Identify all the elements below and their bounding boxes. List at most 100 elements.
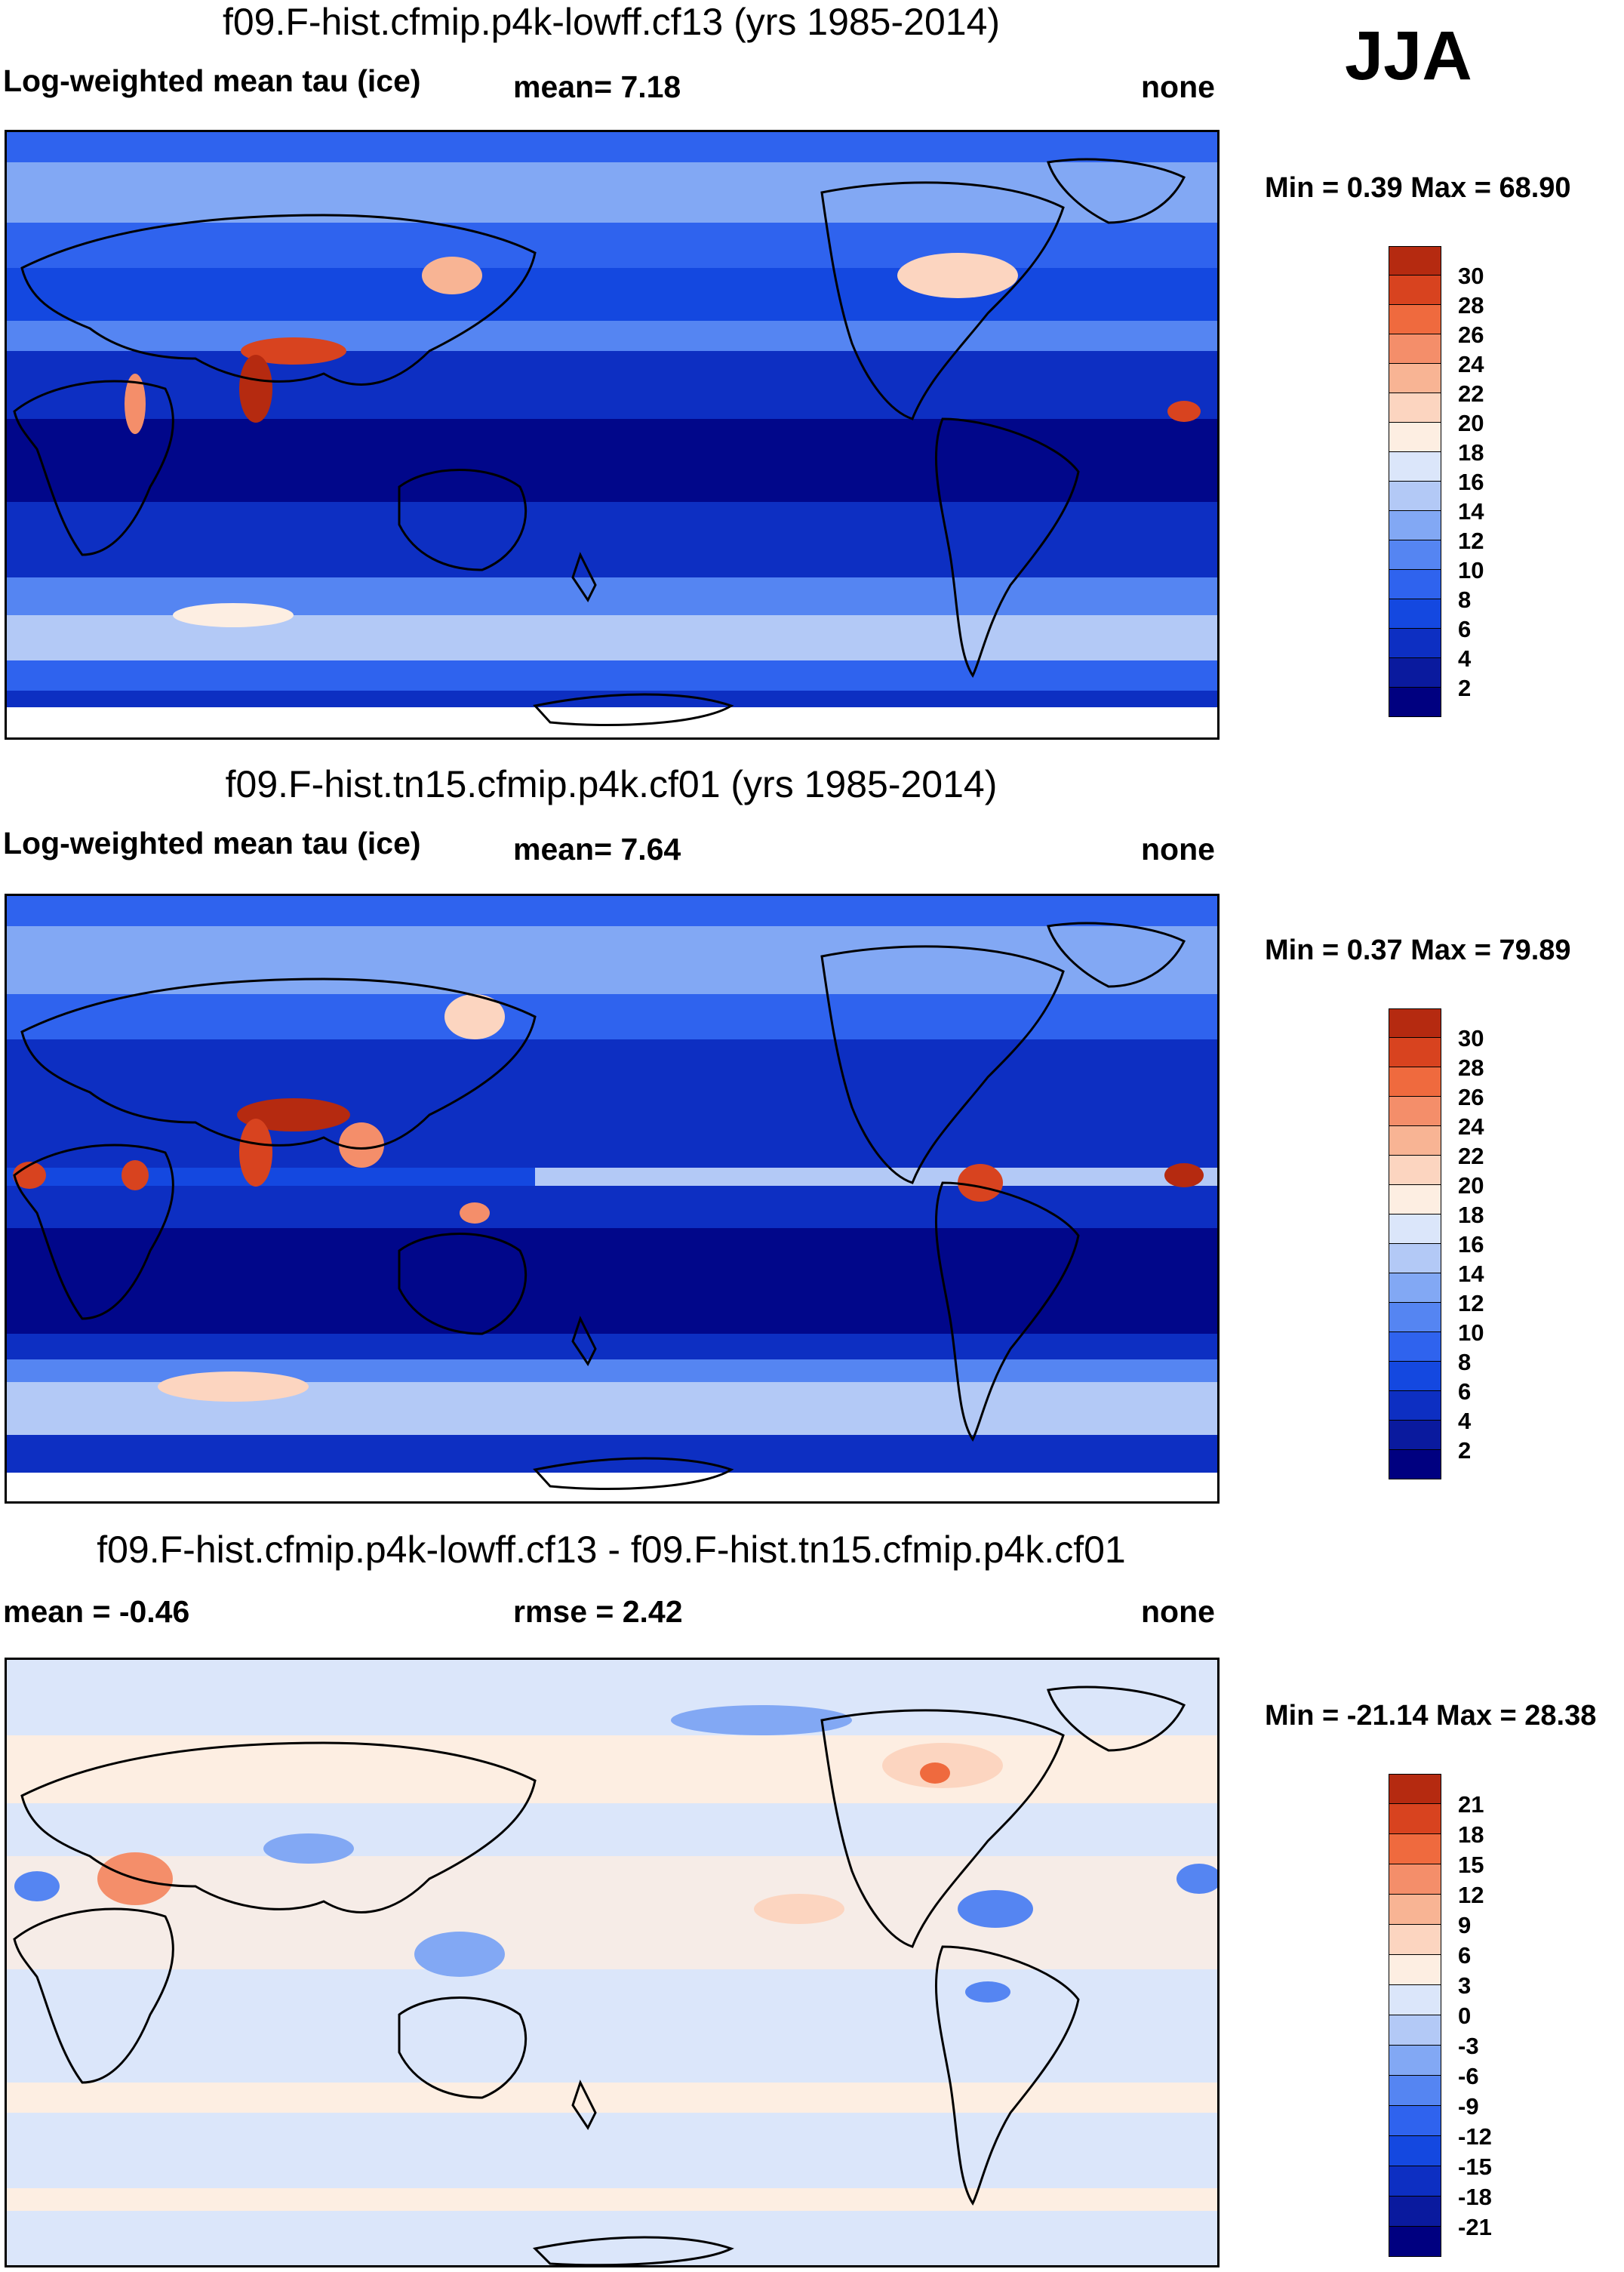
map-fill	[7, 419, 1217, 502]
colorbar-swatch	[1389, 1421, 1441, 1450]
colorbar-swatch	[1389, 482, 1441, 511]
colorbar-tick-label: 15	[1458, 1852, 1484, 1878]
map-fill	[7, 321, 1217, 351]
colorbar-swatch	[1389, 1391, 1441, 1421]
colorbar-swatch	[1389, 2106, 1441, 2136]
colorbar-swatch	[1389, 1804, 1441, 1834]
coastline	[571, 1316, 597, 1366]
colorbar-tick-label: 21	[1458, 1791, 1484, 1818]
map-fill	[158, 1372, 309, 1402]
colorbar-swatch	[1389, 1985, 1441, 2015]
map-fill	[239, 355, 272, 423]
map-fill	[7, 926, 1217, 994]
colorbar-tick-label: -9	[1458, 2093, 1479, 2120]
colorbar-tick-label: 22	[1458, 1143, 1484, 1169]
panel-3-map-svg	[7, 1660, 1217, 2265]
colorbar-swatch	[1389, 570, 1441, 599]
colorbar-swatch	[1389, 1244, 1441, 1273]
colorbar-tick-label: 30	[1458, 1025, 1484, 1051]
colorbar-tick-label: -18	[1458, 2184, 1492, 2210]
colorbar-tick-label: 16	[1458, 1231, 1484, 1258]
map-fill	[7, 2083, 1217, 2113]
colorbar-swatch	[1389, 1332, 1441, 1362]
colorbar-swatch	[1389, 276, 1441, 305]
colorbar-swatch	[1389, 2227, 1441, 2257]
colorbar-swatch	[1389, 2015, 1441, 2046]
panel-3-minmax: Min = -21.14 Max = 28.38	[1265, 1700, 1597, 1732]
map-fill	[460, 1202, 490, 1224]
colorbar-swatch	[1389, 1955, 1441, 1985]
map-fill	[671, 1705, 852, 1735]
coastline	[398, 1233, 527, 1335]
colorbar-tick-label: 2	[1458, 1437, 1472, 1464]
colorbar-swatch	[1389, 2197, 1441, 2227]
colorbar-swatch	[1389, 629, 1441, 658]
map-fill	[237, 1098, 350, 1131]
map-fill	[965, 1981, 1010, 2003]
colorbar-tick-label: 24	[1458, 1113, 1484, 1140]
coastlines	[13, 158, 1186, 726]
colorbar-tick-label: 6	[1458, 616, 1472, 642]
colorbar-tick-label: -12	[1458, 2123, 1492, 2150]
map-fill	[958, 1164, 1003, 1202]
colorbar-tick-label: 24	[1458, 351, 1484, 377]
panel-1-map	[5, 130, 1220, 740]
map-fill	[444, 994, 505, 1039]
map-fill	[1167, 401, 1201, 422]
map-fill	[7, 1435, 1217, 1473]
coastline	[533, 693, 734, 726]
colorbar-swatch	[1389, 2136, 1441, 2166]
colorbar-swatch	[1389, 1215, 1441, 1244]
coastline	[1047, 1686, 1186, 1752]
colorbar-tick-label: 9	[1458, 1912, 1472, 1938]
colorbar-tick-label: 4	[1458, 645, 1472, 672]
map-fill	[7, 1228, 1217, 1334]
colorbar-tick-label: 10	[1458, 557, 1484, 583]
coastline	[1047, 158, 1186, 224]
coastline	[820, 1709, 1065, 1948]
panel-2-minmax: Min = 0.37 Max = 79.89	[1265, 934, 1571, 966]
colorbar-swatch	[1389, 688, 1441, 717]
colorbar-tick-label: 20	[1458, 410, 1484, 436]
coastline	[398, 469, 527, 571]
panel-3-map	[5, 1658, 1220, 2267]
map-fill	[7, 2188, 1217, 2211]
colorbar-tick-label: 18	[1458, 1821, 1484, 1848]
colorbar-tick-label: 20	[1458, 1172, 1484, 1199]
map-fill	[920, 1762, 950, 1784]
colorbar-tick-label: -3	[1458, 2033, 1479, 2059]
colorbar-swatch	[1389, 1362, 1441, 1391]
panel-2-colorbar	[1389, 1008, 1441, 1479]
map-fill	[1164, 1163, 1204, 1187]
colorbar-tick-label: 22	[1458, 380, 1484, 407]
panel-1-title: f09.F-hist.cfmip.p4k-lowff.cf13 (yrs 198…	[222, 1, 1001, 43]
colorbar-swatch	[1389, 1185, 1441, 1215]
colorbar-swatch	[1389, 658, 1441, 688]
colorbar-swatch	[1389, 1834, 1441, 1864]
colorbar-tick-label: -21	[1458, 2214, 1492, 2240]
map-fill	[7, 1039, 1217, 1168]
map-fill	[897, 253, 1018, 298]
map-fill	[7, 1735, 1217, 1803]
panel-1-variable-label: Log-weighted mean tau (ice)	[3, 63, 421, 98]
panel-1-map-svg	[7, 132, 1217, 737]
panel-3-title: f09.F-hist.cfmip.p4k-lowff.cf13 - f09.F-…	[97, 1529, 1126, 1571]
colorbar-tick-label: -15	[1458, 2153, 1492, 2180]
panel-2-title: f09.F-hist.tn15.cfmip.p4k.cf01 (yrs 1985…	[225, 763, 998, 805]
colorbar-swatch	[1389, 599, 1441, 629]
colorbar-swatch	[1389, 1097, 1441, 1126]
coastline	[934, 1181, 1080, 1442]
colorbar-swatch	[1389, 334, 1441, 364]
colorbar-tick-label: 28	[1458, 292, 1484, 319]
colorbar-tick-label: 12	[1458, 528, 1484, 554]
coastline	[820, 181, 1065, 420]
panel-3-colorbar	[1389, 1774, 1441, 2257]
colorbar-swatch	[1389, 511, 1441, 540]
colorbar-tick-label: 2	[1458, 675, 1472, 701]
colorbar-swatch	[1389, 393, 1441, 423]
panel-3-units-label: none	[1141, 1594, 1215, 1629]
colorbar-swatch	[1389, 1008, 1441, 1038]
coastline	[934, 1945, 1080, 2206]
coastline	[20, 977, 537, 1150]
coastline	[13, 380, 174, 556]
